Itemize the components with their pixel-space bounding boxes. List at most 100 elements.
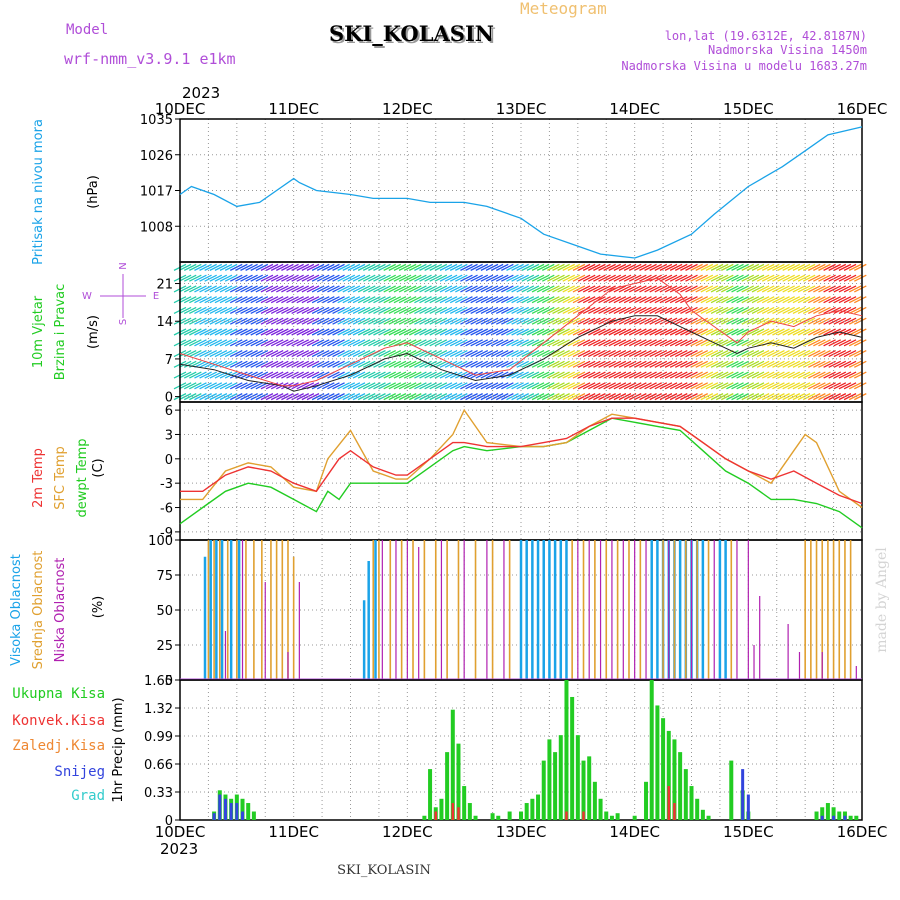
wind-barb (726, 371, 739, 379)
wind-barb (388, 349, 402, 358)
wind-barb (414, 285, 427, 293)
wind-barb (301, 360, 315, 368)
wind-barb (751, 349, 765, 358)
wind-barb (843, 263, 857, 271)
wind-barb (536, 274, 550, 282)
wind-barb (777, 382, 790, 390)
wind-barb (767, 274, 780, 282)
wind-barb (291, 339, 304, 347)
wind-barb (516, 360, 529, 368)
wind-barb (183, 339, 197, 347)
wind-barb (383, 360, 397, 368)
wind-barb (475, 285, 489, 293)
wind-barb (460, 339, 473, 347)
wind-barb (531, 393, 545, 401)
wind-barb (465, 349, 478, 358)
watermark: made by Angel (874, 547, 890, 653)
wind-barb (521, 306, 535, 315)
wind-barb (383, 317, 397, 325)
wind-barb (582, 263, 596, 271)
wind-barb (756, 339, 770, 347)
wind-barb (229, 328, 243, 336)
wind-barb (449, 306, 463, 315)
wind-barb (322, 360, 335, 368)
wind-barb (521, 285, 535, 293)
wind-barb (628, 360, 642, 368)
wind-barb (669, 285, 683, 293)
wind-barb (260, 306, 274, 315)
wind-barb (189, 274, 202, 282)
wind-barb (449, 263, 463, 271)
wind-speed-line (179, 315, 863, 392)
wind-barb (700, 274, 714, 282)
wind-barb (577, 328, 591, 336)
wind-barb (654, 263, 668, 271)
wind-barb (654, 306, 668, 315)
wind-barb (373, 274, 386, 282)
wind-barb (281, 274, 294, 282)
wind-barb (767, 339, 780, 347)
wind-barb (235, 263, 248, 271)
wind-barb (316, 393, 330, 401)
wind-barb (813, 263, 826, 271)
wind-barb (685, 360, 698, 368)
wind-barb (751, 263, 765, 271)
pressure-line (179, 126, 863, 259)
x-tick-label-top: 13DEC (496, 100, 547, 118)
wind-barb (649, 317, 662, 325)
temperature-ytick-label: -9 (160, 526, 173, 541)
wind-barb (644, 328, 657, 336)
wind-barb (787, 382, 801, 390)
wind-barb (209, 393, 223, 401)
wind-barb (572, 274, 586, 282)
wind-barb (572, 328, 586, 336)
wind-barb (823, 274, 836, 282)
wind-barb (352, 328, 366, 336)
wind-barb (802, 296, 816, 304)
wind-barb (434, 296, 448, 304)
wind-barb (695, 371, 709, 379)
wind-barb (751, 296, 765, 304)
wind-barb (291, 349, 304, 358)
wind-barb (695, 274, 709, 282)
wind-barb (516, 306, 529, 315)
wind-barb (286, 328, 299, 336)
wind-barb (618, 317, 632, 325)
wind-barb (659, 360, 673, 368)
wind-barb (690, 382, 703, 390)
wind-barb (224, 393, 238, 401)
wind-barb (388, 328, 402, 336)
wind-barb (854, 296, 867, 304)
wind-barb (408, 317, 422, 325)
wind-barb (767, 382, 780, 390)
wind-barb (603, 349, 616, 358)
wind-barb (736, 274, 749, 282)
wind-barb (572, 263, 586, 271)
wind-barb (296, 306, 310, 315)
wind-barb (715, 349, 729, 358)
wind-barb (480, 296, 494, 304)
wind-barb (388, 393, 402, 401)
wind-barb (393, 393, 407, 401)
wind-barb (526, 285, 540, 293)
wind-barb (460, 349, 473, 358)
wind-barb (562, 360, 576, 368)
wind-barb (695, 339, 709, 347)
wind-barb (286, 274, 299, 282)
wind-barb (224, 349, 238, 358)
wind-barb (577, 349, 591, 358)
wind-barb (818, 328, 831, 336)
wind-barb (362, 328, 376, 336)
wind-barb (316, 285, 330, 293)
wind-barb (373, 371, 386, 379)
station-title: SKI_KOLASIN (329, 21, 494, 46)
wind-barb (623, 393, 637, 401)
wind-barb (644, 360, 657, 368)
wind-barb (178, 296, 192, 304)
wind-barb (664, 263, 678, 271)
wind-barb (204, 263, 217, 271)
wind-barb (848, 339, 862, 347)
wind-barb (260, 296, 274, 304)
wind-barb (603, 285, 616, 293)
wind-barb (480, 393, 494, 401)
